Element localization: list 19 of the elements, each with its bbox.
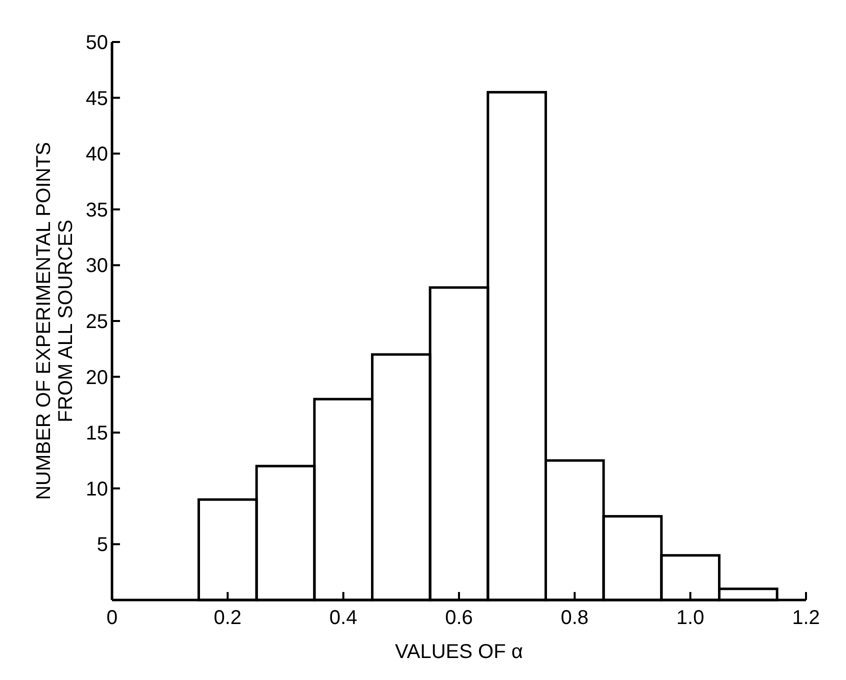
- y-tick-label: 50: [86, 32, 108, 54]
- y-axis-title: NUMBER OF EXPERIMENTAL POINTS FROM ALL SOURCES: [33, 142, 77, 500]
- x-tick-label: 0.6: [445, 607, 473, 629]
- x-tick-label: 1.0: [676, 607, 704, 629]
- y-tick-label: 15: [86, 422, 108, 445]
- y-tick-label: 25: [86, 311, 108, 333]
- x-tick-label: 0.2: [214, 607, 242, 629]
- x-axis-title: VALUES OF α: [395, 641, 523, 663]
- x-tick-label: 0: [106, 607, 118, 629]
- y-tick-label: 45: [86, 88, 108, 110]
- y-tick-label: 5: [96, 534, 108, 556]
- x-tick-label: 1.2: [792, 607, 820, 629]
- y-tick-label: 30: [86, 255, 108, 278]
- x-tick-label: 0.4: [329, 607, 358, 629]
- y-tick-label: 40: [86, 144, 108, 166]
- y-tick-label: 35: [86, 199, 108, 222]
- y-tick-label: 10: [86, 478, 108, 500]
- y-tick-label: 20: [86, 366, 108, 389]
- x-tick-label: 0.8: [560, 607, 589, 629]
